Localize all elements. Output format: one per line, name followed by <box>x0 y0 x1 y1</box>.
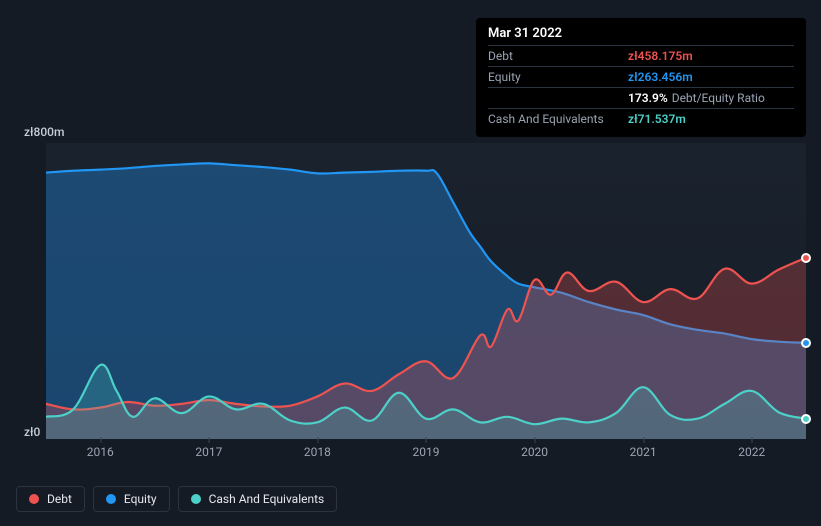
tooltip-row-value: zł263.456m <box>628 70 693 84</box>
tooltip-row-value: zł458.175m <box>628 49 693 63</box>
chart-svg <box>46 143 806 439</box>
legend-item-cash-and-equivalents[interactable]: Cash And Equivalents <box>178 486 338 512</box>
legend-dot-icon <box>191 494 201 504</box>
chart-legend: Debt Equity Cash And Equivalents <box>16 486 337 512</box>
legend-dot-icon <box>106 494 116 504</box>
tooltip-row: 173.9% Debt/Equity Ratio <box>488 87 794 108</box>
x-tick: 2016 <box>87 445 114 459</box>
legend-dot-icon <box>29 494 39 504</box>
x-tick: 2020 <box>521 445 548 459</box>
x-tick: 2019 <box>413 445 440 459</box>
legend-item-equity[interactable]: Equity <box>93 486 170 512</box>
tooltip-row-value: zł71.537m <box>628 112 686 126</box>
tooltip-row: Equityzł263.456m <box>488 66 794 87</box>
legend-label: Equity <box>124 492 157 506</box>
tooltip-row-value: 173.9% <box>628 91 668 105</box>
tooltip-row-label <box>488 91 628 105</box>
chart-tooltip: Mar 31 2022 Debtzł458.175mEquityzł263.45… <box>476 18 806 137</box>
end-marker-equity <box>801 338 811 348</box>
end-marker-debt <box>801 253 811 263</box>
tooltip-row-label: Debt <box>488 49 628 63</box>
tooltip-row: Cash And Equivalentszł71.537m <box>488 108 794 129</box>
financial-chart: zł800m zł0 2016 2017 2018 2019 2020 2021 2022 <box>16 125 806 480</box>
legend-label: Debt <box>47 492 72 506</box>
tooltip-row-label: Cash And Equivalents <box>488 112 628 126</box>
tooltip-row-extra: Debt/Equity Ratio <box>672 91 765 105</box>
x-tick: 2021 <box>630 445 657 459</box>
x-axis: 2016 2017 2018 2019 2020 2021 2022 <box>46 445 806 465</box>
x-tick: 2018 <box>304 445 331 459</box>
x-tick: 2017 <box>195 445 222 459</box>
x-tick: 2022 <box>738 445 765 459</box>
legend-label: Cash And Equivalents <box>209 492 325 506</box>
y-axis-min-label: zł0 <box>24 425 40 439</box>
chart-plot-area[interactable] <box>46 143 806 439</box>
end-marker-cash-and-equivalents <box>801 414 811 424</box>
legend-item-debt[interactable]: Debt <box>16 486 85 512</box>
tooltip-row: Debtzł458.175m <box>488 45 794 66</box>
tooltip-date: Mar 31 2022 <box>488 26 794 45</box>
y-axis-max-label: zł800m <box>24 125 64 139</box>
tooltip-row-label: Equity <box>488 70 628 84</box>
